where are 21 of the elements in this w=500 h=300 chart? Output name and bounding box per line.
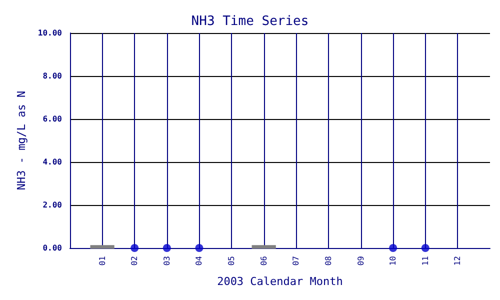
- x-tick-label: 11: [420, 256, 430, 266]
- x-tick-label: 07: [292, 256, 301, 266]
- x-tick-label: 10: [388, 256, 398, 266]
- y-tick-label: 8.00: [42, 72, 62, 80]
- x-tick-label: 06: [259, 256, 268, 266]
- x-tick-label: 05: [227, 256, 236, 266]
- chart-title: NH3 Time Series: [191, 14, 309, 29]
- x-tick-label: 09: [356, 256, 366, 266]
- x-tick-label: 02: [130, 256, 140, 266]
- x-tick-label: 04: [194, 256, 204, 266]
- x-tick-label: 01: [98, 256, 107, 266]
- y-tick-label: 6.00: [42, 114, 62, 124]
- x-tick-label: 08: [324, 256, 333, 266]
- y-tick-label: 10.00: [38, 28, 62, 38]
- y-tick-label: 4.00: [42, 158, 62, 166]
- x-tick-label: 03: [162, 256, 172, 266]
- y-axis-title: NH3 - mg/L as N: [15, 90, 28, 190]
- x-axis-title: 2003 Calendar Month: [217, 275, 343, 288]
- x-tick-label: 12: [453, 256, 462, 266]
- y-tick-label: 0.00: [42, 244, 62, 252]
- y-tick-label: 2.00: [42, 200, 62, 210]
